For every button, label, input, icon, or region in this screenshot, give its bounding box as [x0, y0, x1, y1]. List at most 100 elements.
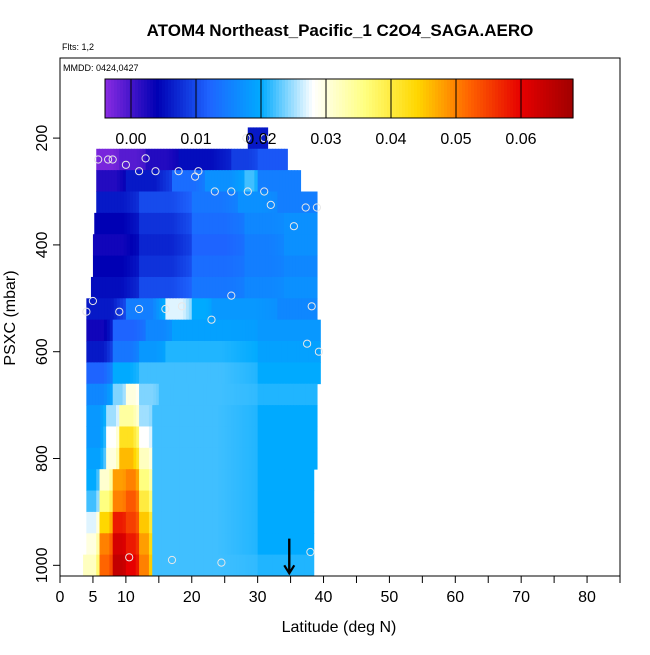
heatmap-cell	[248, 511, 253, 534]
heatmap-cell	[96, 276, 101, 299]
heatmap-cell	[135, 170, 139, 192]
heatmap-cell	[153, 362, 158, 385]
heatmap-cell	[278, 362, 283, 385]
heatmap-cell	[186, 341, 190, 363]
heatmap-cell	[289, 255, 294, 278]
heatmap-cell	[277, 234, 282, 256]
heatmap-cell	[254, 362, 259, 385]
heatmap-cell	[247, 234, 252, 256]
colorbar-swatch	[309, 79, 313, 118]
heatmap-cell	[215, 554, 220, 577]
x-tick-label: 0	[56, 589, 65, 606]
heatmap-cell	[233, 554, 238, 577]
heatmap-cell	[105, 276, 110, 299]
heatmap-cell	[170, 426, 174, 449]
heatmap-cell	[278, 426, 282, 449]
heatmap-cell	[94, 212, 98, 235]
heatmap-cell	[139, 276, 143, 299]
heatmap-cell	[152, 554, 156, 577]
heatmap-cell	[239, 362, 244, 385]
heatmap-cell	[86, 554, 91, 577]
heatmap-cell	[215, 276, 219, 299]
heatmap-cell	[96, 511, 101, 534]
heatmap-cell	[182, 554, 186, 577]
heatmap-cell	[159, 298, 163, 321]
heatmap-cell	[292, 255, 297, 278]
heatmap-cell	[126, 255, 131, 278]
sample-point	[94, 155, 103, 164]
heatmap-cell	[96, 234, 100, 256]
heatmap-cell	[95, 341, 99, 363]
heatmap-cell	[148, 469, 153, 491]
heatmap-cell	[307, 212, 312, 235]
heatmap-cell	[296, 341, 300, 363]
heatmap-cell	[139, 383, 143, 406]
heatmap-cell	[203, 469, 208, 491]
heatmap-cell	[161, 447, 165, 470]
heatmap-cell	[247, 127, 252, 150]
heatmap-cell	[248, 319, 253, 342]
heatmap-cell	[145, 426, 150, 449]
heatmap-cell	[144, 255, 149, 278]
heatmap-cell	[119, 383, 124, 406]
heatmap-cell	[130, 319, 135, 342]
heatmap-cell	[166, 148, 171, 171]
heatmap-cell	[112, 362, 117, 385]
colorbar-swatch	[123, 79, 127, 118]
heatmap-cell	[102, 533, 107, 556]
heatmap-cell	[311, 447, 315, 470]
heatmap-cell	[234, 191, 239, 214]
heatmap-cell	[98, 383, 102, 406]
heatmap-cell	[115, 212, 119, 235]
heatmap-cell	[266, 469, 271, 491]
heatmap-cell	[182, 447, 186, 470]
heatmap-cell	[205, 298, 210, 321]
colorbar-swatch	[426, 79, 430, 118]
heatmap-cell	[280, 298, 285, 321]
sample-point	[161, 304, 170, 314]
heatmap-cell	[102, 554, 107, 577]
heatmap-cell	[287, 362, 292, 385]
heatmap-cell	[96, 490, 101, 513]
heatmap-cell	[212, 533, 217, 556]
heatmap-cell	[214, 298, 219, 321]
heatmap-cell	[115, 276, 119, 299]
heatmap-cell	[155, 554, 159, 577]
heatmap-cell	[265, 212, 270, 235]
heatmap-cell	[180, 298, 184, 321]
heatmap-cell	[159, 191, 164, 214]
heatmap-cell	[199, 148, 203, 171]
colorbar-swatch	[111, 79, 115, 118]
heatmap-cell	[304, 554, 309, 577]
heatmap-cell	[122, 533, 127, 556]
heatmap-cell	[302, 383, 306, 406]
heatmap-cell	[203, 447, 208, 470]
heatmap-cell	[310, 490, 315, 513]
heatmap-cell	[232, 234, 237, 256]
heatmap-cell	[216, 191, 221, 214]
y-tick-label: 600	[34, 338, 51, 365]
heatmap-cell	[242, 469, 247, 491]
heatmap-cell	[150, 298, 154, 321]
heatmap-cell	[259, 234, 264, 256]
heatmap-cell	[242, 447, 247, 470]
heatmap-cell	[311, 426, 315, 449]
colorbar-swatch	[552, 79, 556, 118]
heatmap-cell	[221, 490, 226, 513]
heatmap-cell	[182, 234, 187, 256]
heatmap-cell	[150, 212, 155, 235]
heatmap-cell	[132, 255, 137, 278]
heatmap-cell	[289, 276, 294, 299]
heatmap-cell	[250, 234, 255, 256]
heatmap-cell	[263, 170, 268, 192]
heatmap-cell	[182, 426, 186, 449]
heatmap-cell	[194, 276, 199, 299]
heatmap-cell	[92, 490, 97, 513]
heatmap-cell	[86, 533, 91, 556]
heatmap-cell	[170, 447, 174, 470]
heatmap-cell	[250, 298, 255, 321]
heatmap-cell	[224, 362, 229, 385]
heatmap-cell	[103, 447, 107, 470]
heatmap-cell	[304, 191, 309, 214]
heatmap-cell	[222, 319, 226, 342]
